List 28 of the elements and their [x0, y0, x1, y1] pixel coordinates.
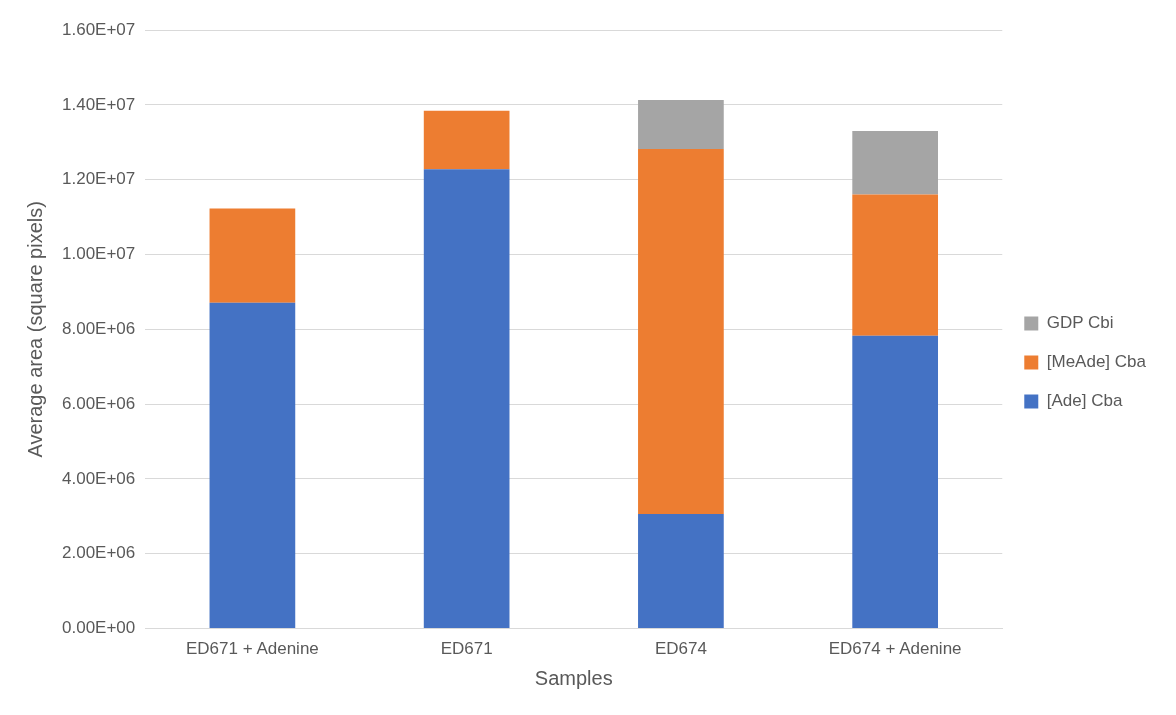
- legend-label: [Ade] Cba: [1046, 391, 1123, 411]
- bar: [209, 302, 296, 629]
- x-tick-label: ED674: [654, 639, 707, 659]
- y-tick-label: 8.00E+06: [62, 318, 136, 338]
- bar: [423, 169, 510, 629]
- y-tick-label: 1.40E+07: [62, 94, 136, 114]
- bar: [638, 148, 724, 515]
- x-axis-title: Samples: [534, 666, 613, 689]
- legend-label: GDP Cbi: [1046, 313, 1114, 333]
- y-tick-label: 6.00E+06: [62, 393, 136, 413]
- bar: [209, 208, 296, 303]
- y-tick-label: 0.00E+00: [62, 618, 136, 638]
- y-tick-label: 1.00E+07: [62, 244, 136, 264]
- y-axis-title: Average area (square pixels): [23, 201, 46, 458]
- bar: [852, 131, 938, 195]
- bar: [638, 514, 724, 629]
- x-tick-label: ED671 + Adenine: [185, 639, 319, 659]
- y-tick-label: 1.20E+07: [62, 169, 136, 189]
- bar: [638, 99, 724, 149]
- x-tick-label: ED671: [440, 639, 493, 659]
- y-tick-label: 4.00E+06: [62, 468, 136, 488]
- y-tick-label: 2.00E+06: [62, 543, 136, 563]
- bar: [852, 335, 938, 629]
- x-tick-label: ED674 + Adenine: [828, 639, 962, 659]
- bar: [423, 110, 510, 170]
- legend-label: [MeAde] Cba: [1046, 352, 1147, 372]
- bar: [852, 194, 938, 336]
- y-tick-label: 1.60E+07: [62, 19, 136, 39]
